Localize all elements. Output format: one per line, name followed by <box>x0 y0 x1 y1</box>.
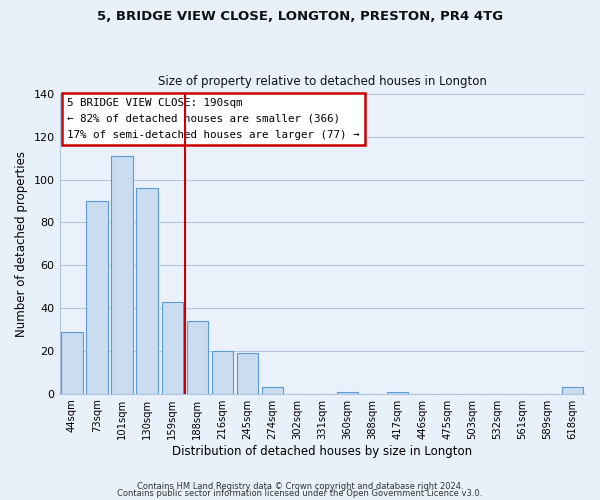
Bar <box>212 351 233 394</box>
Text: Contains HM Land Registry data © Crown copyright and database right 2024.: Contains HM Land Registry data © Crown c… <box>137 482 463 491</box>
Bar <box>236 353 258 394</box>
Bar <box>337 392 358 394</box>
Bar <box>262 388 283 394</box>
Text: Contains public sector information licensed under the Open Government Licence v3: Contains public sector information licen… <box>118 489 482 498</box>
Bar <box>61 332 83 394</box>
Bar <box>112 156 133 394</box>
Bar <box>562 388 583 394</box>
Bar <box>387 392 408 394</box>
Bar <box>86 201 108 394</box>
Bar <box>187 321 208 394</box>
Title: Size of property relative to detached houses in Longton: Size of property relative to detached ho… <box>158 76 487 88</box>
Text: 5 BRIDGE VIEW CLOSE: 190sqm
← 82% of detached houses are smaller (366)
17% of se: 5 BRIDGE VIEW CLOSE: 190sqm ← 82% of det… <box>67 98 360 140</box>
Bar <box>136 188 158 394</box>
X-axis label: Distribution of detached houses by size in Longton: Distribution of detached houses by size … <box>172 444 472 458</box>
Y-axis label: Number of detached properties: Number of detached properties <box>15 151 28 337</box>
Text: 5, BRIDGE VIEW CLOSE, LONGTON, PRESTON, PR4 4TG: 5, BRIDGE VIEW CLOSE, LONGTON, PRESTON, … <box>97 10 503 23</box>
Bar <box>161 302 183 394</box>
